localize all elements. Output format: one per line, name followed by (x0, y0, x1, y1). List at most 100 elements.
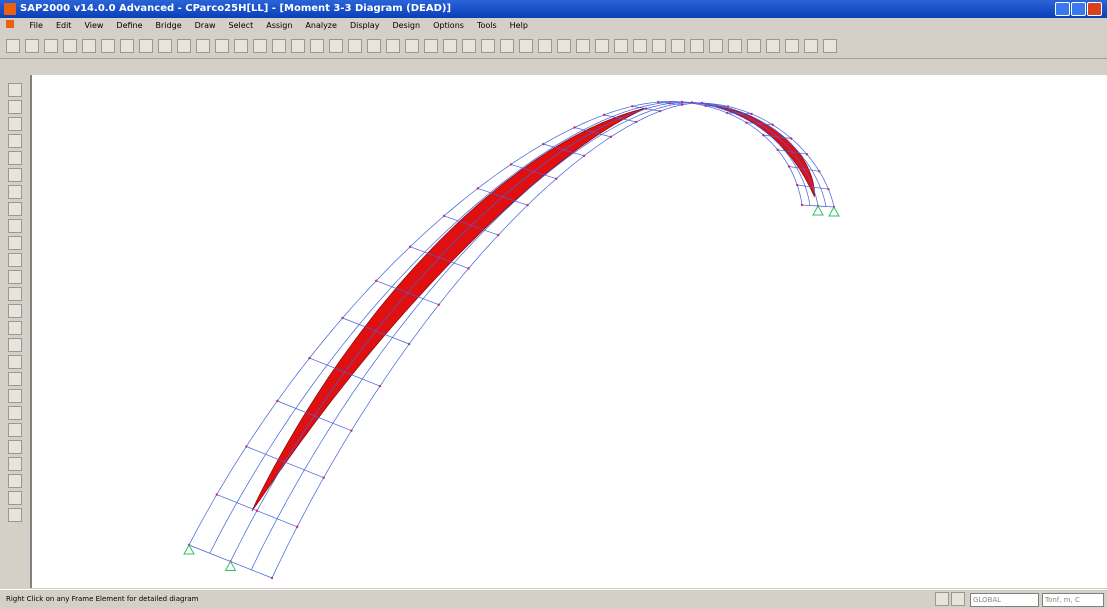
toolbar-button[interactable] (595, 39, 609, 53)
toolbar-button[interactable] (671, 39, 685, 53)
toolbar-button[interactable] (633, 39, 647, 53)
tool-button[interactable] (8, 304, 22, 318)
tool-button[interactable] (8, 355, 22, 369)
menu-item[interactable]: Display (350, 21, 380, 30)
menu-item[interactable]: View (84, 21, 103, 30)
toolbar-button[interactable] (310, 39, 324, 53)
tool-button[interactable] (8, 491, 22, 505)
menu-item[interactable]: Design (392, 21, 420, 30)
toolbar-button[interactable] (291, 39, 305, 53)
minimize-button[interactable] (1055, 2, 1070, 16)
tool-button[interactable] (8, 287, 22, 301)
toolbar-button[interactable] (82, 39, 96, 53)
toolbar-button[interactable] (766, 39, 780, 53)
toolbar-button[interactable] (6, 39, 20, 53)
menu-item[interactable]: Analyze (305, 21, 337, 30)
tool-button[interactable] (8, 185, 22, 199)
menu-item[interactable]: Draw (195, 21, 216, 30)
toolbar-button[interactable] (462, 39, 476, 53)
menu-item[interactable]: Tools (477, 21, 497, 30)
tool-button[interactable] (8, 168, 22, 182)
joint (284, 461, 286, 463)
nav-button[interactable] (935, 592, 949, 606)
tool-button[interactable] (8, 117, 22, 131)
toolbar-button[interactable] (329, 39, 343, 53)
toolbar-button[interactable] (215, 39, 229, 53)
toolbar-button[interactable] (348, 39, 362, 53)
toolbar-button[interactable] (652, 39, 666, 53)
toolbar-button[interactable] (690, 39, 704, 53)
toolbar-button[interactable] (519, 39, 533, 53)
toolbar-button[interactable] (481, 39, 495, 53)
joint (542, 143, 544, 145)
toolbar-button[interactable] (804, 39, 818, 53)
joint (803, 168, 805, 170)
menu-item[interactable]: Edit (56, 21, 72, 30)
toolbar-button[interactable] (386, 39, 400, 53)
tool-button[interactable] (8, 389, 22, 403)
menu-item[interactable]: Assign (266, 21, 292, 30)
toolbar-button[interactable] (747, 39, 761, 53)
toolbar-button[interactable] (272, 39, 286, 53)
menu-item[interactable]: Bridge (156, 21, 182, 30)
tool-button[interactable] (8, 219, 22, 233)
tool-button[interactable] (8, 202, 22, 216)
toolbar-button[interactable] (253, 39, 267, 53)
joint (631, 105, 633, 107)
units-dropdown[interactable]: Tonf, m, C (1042, 593, 1104, 607)
toolbar-button[interactable] (101, 39, 115, 53)
tool-button[interactable] (8, 236, 22, 250)
tool-button[interactable] (8, 372, 22, 386)
tool-button[interactable] (8, 457, 22, 471)
toolbar-button[interactable] (709, 39, 723, 53)
joint (408, 343, 410, 345)
toolbar-button[interactable] (614, 39, 628, 53)
toolbar-button[interactable] (500, 39, 514, 53)
tool-button[interactable] (8, 440, 22, 454)
menu-item[interactable]: Options (433, 21, 464, 30)
toolbar-button[interactable] (424, 39, 438, 53)
toolbar-button[interactable] (177, 39, 191, 53)
toolbar-button[interactable] (576, 39, 590, 53)
toolbar-button[interactable] (234, 39, 248, 53)
maximize-button[interactable] (1071, 2, 1086, 16)
toolbar-button[interactable] (196, 39, 210, 53)
close-button[interactable] (1087, 2, 1102, 16)
menu-item[interactable]: Define (116, 21, 142, 30)
tool-button[interactable] (8, 151, 22, 165)
tool-button[interactable] (8, 406, 22, 420)
tool-button[interactable] (8, 83, 22, 97)
joint (341, 317, 343, 319)
toolbar-button[interactable] (405, 39, 419, 53)
toolbar-button[interactable] (538, 39, 552, 53)
menu-item[interactable]: File (30, 21, 43, 30)
window-title: SAP2000 v14.0.0 Advanced - CParco25H[LL]… (20, 0, 451, 18)
tool-button[interactable] (8, 508, 22, 522)
toolbar-button[interactable] (785, 39, 799, 53)
tool-button[interactable] (8, 100, 22, 114)
tool-button[interactable] (8, 253, 22, 267)
toolbar-button[interactable] (557, 39, 571, 53)
joint (776, 136, 778, 138)
toolbar-button[interactable] (158, 39, 172, 53)
toolbar-button[interactable] (728, 39, 742, 53)
coordinate-system-dropdown[interactable]: GLOBAL (970, 593, 1039, 607)
tool-button[interactable] (8, 423, 22, 437)
toolbar-button[interactable] (44, 39, 58, 53)
toolbar-button[interactable] (63, 39, 77, 53)
tool-button[interactable] (8, 474, 22, 488)
menu-item[interactable]: Select (229, 21, 254, 30)
tool-button[interactable] (8, 321, 22, 335)
joint (657, 101, 659, 103)
menu-item[interactable]: Help (510, 21, 528, 30)
tool-button[interactable] (8, 338, 22, 352)
toolbar-button[interactable] (823, 39, 837, 53)
toolbar-button[interactable] (120, 39, 134, 53)
toolbar-button[interactable] (367, 39, 381, 53)
toolbar-button[interactable] (25, 39, 39, 53)
tool-button[interactable] (8, 134, 22, 148)
toolbar-button[interactable] (443, 39, 457, 53)
toolbar-button[interactable] (139, 39, 153, 53)
tool-button[interactable] (8, 270, 22, 284)
nav-button[interactable] (951, 592, 965, 606)
